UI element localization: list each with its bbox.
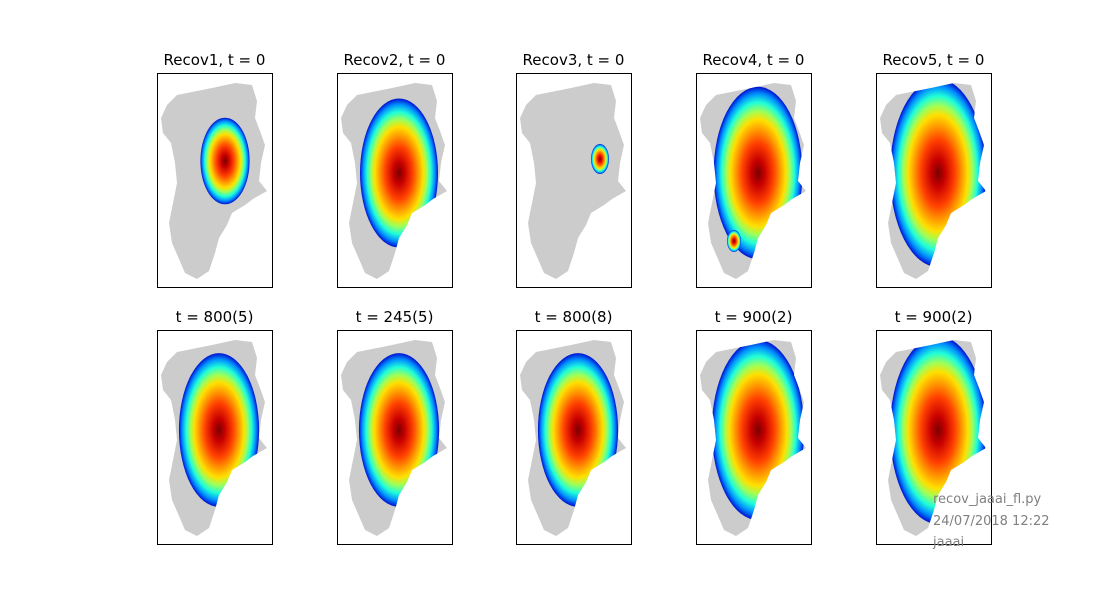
- map-panel: Recov3, t = 0: [516, 51, 632, 288]
- ice-thickness-field: [178, 353, 260, 507]
- map-panel: t = 900(2): [696, 308, 812, 545]
- axes-frame: [516, 73, 632, 288]
- map-panel: Recov1, t = 0: [157, 51, 273, 288]
- ice-thickness-field: [200, 117, 250, 205]
- map-panel: Recov2, t = 0: [337, 51, 453, 288]
- panel-title: t = 800(8): [535, 308, 613, 326]
- ice-thickness-field: [358, 353, 440, 507]
- panel-title: Recov1, t = 0: [164, 51, 266, 69]
- ice-thickness-field: [591, 144, 609, 174]
- panel-title: t = 800(5): [176, 308, 254, 326]
- axes-frame: [157, 73, 273, 288]
- footer-script-name: recov_jaaai_fl.py: [933, 492, 1042, 507]
- axes-frame: [157, 330, 273, 545]
- panel-title: t = 245(5): [356, 308, 434, 326]
- panel-title: Recov4, t = 0: [703, 51, 805, 69]
- axes-frame: [876, 73, 992, 288]
- panel-title: t = 900(2): [895, 308, 973, 326]
- panel-title: Recov5, t = 0: [883, 51, 985, 69]
- panel-title: Recov2, t = 0: [344, 51, 446, 69]
- axes-frame: [516, 330, 632, 545]
- panel-title: t = 900(2): [715, 308, 793, 326]
- map-panel: Recov5, t = 0: [876, 51, 992, 288]
- map-panel: Recov4, t = 0: [696, 51, 812, 288]
- ice-thickness-field: [360, 98, 438, 248]
- footer-datetime: 24/07/2018 12:22: [933, 514, 1050, 529]
- map-panel: t = 900(2): [876, 308, 992, 545]
- map-panel: t = 800(8): [516, 308, 632, 545]
- axes-frame: [876, 330, 992, 545]
- axes-frame: [337, 330, 453, 545]
- axes-frame: [337, 73, 453, 288]
- ice-thickness-islet: [727, 230, 741, 252]
- ice-thickness-field: [537, 353, 619, 507]
- axes-frame: [696, 73, 812, 288]
- map-panel: t = 800(5): [157, 308, 273, 545]
- footer-user: jaaai: [933, 535, 965, 550]
- greenland-landmask: [520, 83, 626, 279]
- map-panel: t = 245(5): [337, 308, 453, 545]
- ice-thickness-field: [890, 83, 986, 267]
- panel-title: Recov3, t = 0: [523, 51, 625, 69]
- ice-thickness-field: [711, 340, 805, 521]
- ice-thickness-field: [713, 86, 803, 260]
- axes-frame: [696, 330, 812, 545]
